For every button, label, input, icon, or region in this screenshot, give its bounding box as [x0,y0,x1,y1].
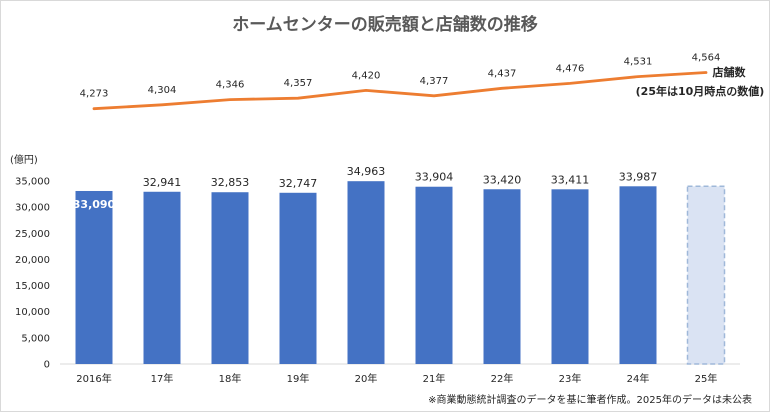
line-value-label: 4,564 [692,52,721,63]
bar [143,191,181,364]
x-tick-label: 18年 [219,372,242,385]
line-value-label: 4,357 [284,78,313,89]
y-tick-label: 20,000 [15,255,50,266]
line-value-label: 4,304 [148,85,177,96]
y-tick-label: 5,000 [21,333,50,344]
line-series-name: 店舗数 [713,65,747,79]
line-value-label: 4,437 [488,68,517,79]
bar-placeholder [686,185,726,365]
x-tick-label: 23年 [559,372,582,385]
x-tick-label: 24年 [627,372,650,385]
line-value-label: 4,377 [420,76,449,87]
x-tick-label: 21年 [423,372,446,385]
x-tick-label: 17年 [151,372,174,385]
x-axis: 2016年 17年 18年 19年 20年 21年 22年 23年 24年 25年 [76,372,717,385]
bar-value-label: 34,963 [347,165,386,178]
y-tick-label: 0 [44,360,50,371]
bar [551,189,589,364]
y-axis-label: (億円) [10,153,38,166]
line-labels: 4,273 4,304 4,346 4,357 4,420 4,377 4,437 4,476… [80,52,721,99]
chart-title: ホームセンターの販売額と店舗数の推移 [232,14,538,35]
bar-labels: 33,090 32,941 32,853 32,747 34,963 33,904 33,4… [73,165,657,211]
footnote: ※商業動態統計調査のデータを基に筆者作成。2025年のデータは未公表 [428,393,752,406]
bar [279,192,317,364]
x-tick-label: 25年 [695,372,718,385]
line-series [92,71,708,111]
bar [347,181,385,364]
line-value-label: 4,531 [624,57,653,68]
y-tick-label: 15,000 [15,281,50,292]
line-value-label: 4,346 [216,80,245,91]
y-tick-label: 30,000 [15,203,50,214]
line-value-label: 4,273 [80,89,109,100]
bar-value-label: 33,987 [619,170,658,183]
bar-value-label: 32,747 [279,177,318,190]
line-value-label: 4,476 [556,63,585,74]
line-value-label: 4,420 [352,70,381,81]
bar-series [75,181,726,365]
y-tick-label: 10,000 [15,307,50,318]
line-series-note: (25年は10月時点の数値) [636,84,765,98]
x-tick-label: 22年 [491,372,514,385]
bar [619,186,657,364]
y-axis: 0 5,000 10,000 15,000 20,000 25,000 30,000 35,0… [15,177,50,371]
x-tick-label: 19年 [287,372,310,385]
bar-value-label: 33,090 [73,198,116,211]
line-store-count [92,71,708,111]
y-tick-label: 35,000 [15,177,50,188]
bar [75,190,113,364]
x-tick-label: 20年 [355,372,378,385]
bar [483,189,521,364]
bar-value-label: 33,411 [551,173,590,186]
bar-value-label: 32,853 [211,176,250,189]
bar [211,192,249,364]
y-tick-label: 25,000 [15,229,50,240]
bar-value-label: 33,904 [415,171,454,184]
bar-value-label: 32,941 [143,176,182,189]
x-tick-label: 2016年 [76,372,111,385]
bar-value-label: 33,420 [483,173,522,186]
bar [415,186,453,364]
